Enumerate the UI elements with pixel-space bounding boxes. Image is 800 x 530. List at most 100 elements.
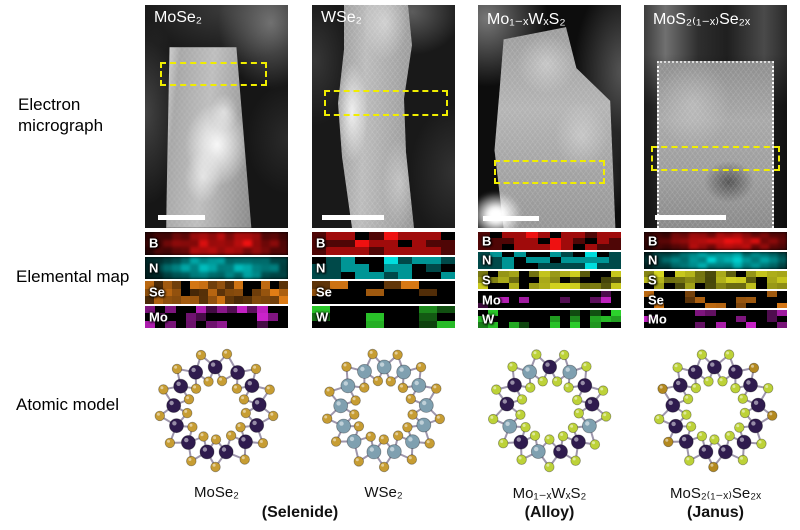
map-pixel [153, 271, 163, 279]
group-label: (Janus) [687, 504, 744, 521]
map-pixel [383, 281, 402, 289]
map-pixel [600, 290, 611, 297]
nanotube-ribbon [338, 5, 414, 228]
chalcogen-atom-inner [739, 407, 751, 419]
map-pixel [312, 281, 330, 289]
metal-atom [340, 378, 356, 394]
chalcogen-atom-inner [359, 382, 370, 393]
map-pixel [733, 232, 743, 238]
metal-atom [502, 418, 518, 434]
chalcogen-atom-outer [210, 461, 221, 473]
map-pixel [252, 239, 262, 247]
chalcogen-atom-inner [182, 407, 193, 419]
map-pixel [419, 320, 438, 328]
chalcogen-atom-inner [203, 376, 214, 387]
atom-highlight [746, 380, 751, 385]
map-pixel [234, 256, 244, 264]
map-pixel [597, 232, 610, 238]
atom-highlight [387, 378, 391, 382]
chalcogen-atom-outer [748, 362, 760, 374]
atom-highlight [751, 364, 754, 368]
map-pixel [216, 271, 226, 279]
map-pixel [751, 257, 761, 264]
map-pixel [776, 310, 787, 317]
map-pixel [688, 257, 698, 264]
atom-highlight [732, 385, 736, 388]
map-pixel [198, 281, 208, 289]
chalcogen-atom-inner [682, 393, 694, 405]
map-pixel [644, 257, 653, 264]
map-pixel [778, 232, 787, 238]
atom-highlight [184, 409, 188, 413]
metal-atoms [333, 359, 434, 460]
chalcogen-atom-outer [406, 454, 418, 465]
atom-highlight [379, 362, 385, 367]
atom-highlight [736, 424, 740, 428]
map-pixel [145, 271, 154, 279]
map-pixel [180, 264, 190, 272]
atom-highlight [356, 423, 359, 427]
map-pixel [746, 296, 757, 303]
map-pixel [573, 237, 586, 244]
map-pixel [225, 281, 235, 289]
atom-highlight [769, 412, 773, 416]
map-pixel [412, 232, 427, 240]
map-pixel [397, 232, 413, 240]
map-pixel [735, 296, 747, 303]
map-pixel [326, 264, 341, 272]
map-pixel [715, 322, 726, 328]
atom-highlight [545, 362, 550, 367]
map-pixel [369, 271, 384, 279]
atom-highlight [191, 367, 196, 373]
metal-atom [418, 398, 434, 413]
atom-highlight [234, 385, 237, 389]
atom-highlight [751, 421, 756, 426]
element-label: N [316, 260, 326, 276]
map-pixel [180, 271, 190, 279]
map-pixel [312, 239, 327, 247]
map-pixel [162, 256, 172, 264]
map-pixel [354, 247, 370, 255]
map-pixel [609, 263, 621, 270]
atom-highlight [739, 395, 743, 399]
map-pixel [365, 320, 384, 328]
map-pixel [270, 264, 280, 272]
map-pixel [706, 232, 716, 238]
chalcogen-atom-inner [407, 409, 418, 420]
atomic-model [487, 349, 612, 473]
map-pixel [769, 251, 779, 258]
map-pixel [508, 322, 519, 328]
atom-highlight [556, 446, 561, 452]
atom-highlight [686, 457, 690, 461]
map-pixel [234, 271, 244, 279]
metal-atom [522, 364, 537, 380]
map-pixel [198, 271, 208, 279]
chalcogen-atom-inner [724, 430, 735, 442]
chalcogen-atom-inner [520, 421, 531, 433]
element-label: N [482, 252, 492, 268]
map-pixel [252, 232, 262, 240]
metal-atom [244, 378, 260, 393]
map-pixel [661, 257, 671, 264]
atom-highlight [422, 400, 427, 406]
map-pixel [279, 296, 288, 304]
map-pixel [326, 271, 341, 279]
map-pixel [243, 256, 253, 264]
map-pixel [670, 257, 680, 264]
atom-highlight [522, 424, 526, 427]
chalcogen-atom-outer [487, 413, 499, 425]
map-pixel [198, 288, 208, 296]
map-pixel [412, 239, 427, 247]
chalcogen-atom-inner [385, 376, 397, 387]
map-pixel [769, 243, 779, 250]
chalcogen-atom-inner [567, 422, 579, 434]
map-pixel [478, 232, 490, 238]
atom-highlight [418, 363, 422, 367]
metal-atom [718, 444, 733, 460]
map-pixel [153, 296, 163, 304]
map-pixel [610, 271, 621, 278]
map-pixel [661, 243, 671, 250]
map-pixel [171, 271, 181, 279]
chalcogen-atom-inner [703, 376, 714, 387]
map-pixel [234, 296, 244, 304]
